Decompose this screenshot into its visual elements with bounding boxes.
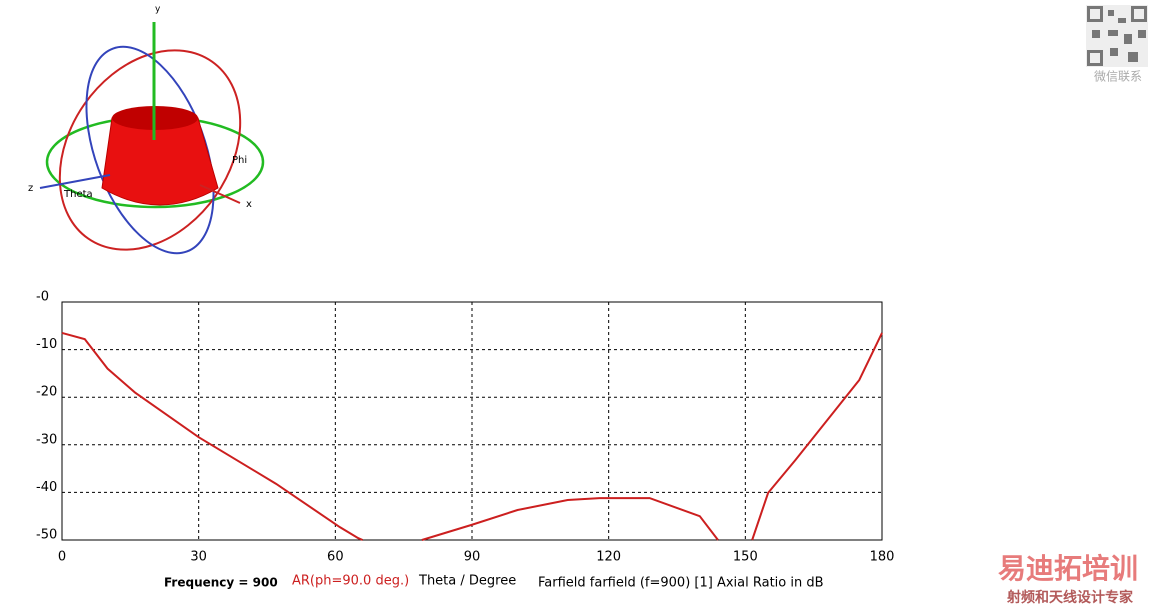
y-tick-label: -30: [36, 432, 57, 447]
qr-caption: 微信联系: [1094, 70, 1142, 84]
axis: [199, 184, 241, 204]
data-line: [61, 331, 883, 541]
x-tick-label: 60: [327, 550, 344, 565]
watermark-slogan: 射频和天线设计专家: [1006, 589, 1134, 606]
x-tick-label: 90: [464, 550, 481, 565]
chart-title: Farfield farfield (f=900) [1] Axial Rati…: [538, 576, 824, 591]
x-tick-label: 0: [58, 550, 66, 565]
qr-code: [1086, 5, 1148, 67]
farfield-3d: y z x Theta Phi: [28, 5, 265, 255]
axis-label: y: [155, 5, 161, 15]
axis-label: Theta: [63, 189, 93, 200]
y-tick-label: -50: [36, 528, 57, 543]
y-tick-label: -0: [36, 290, 49, 305]
axis-label: z: [28, 183, 33, 194]
x-axis-label: Theta / Degree: [418, 574, 516, 589]
y-tick-label: -40: [36, 480, 57, 495]
axis: [39, 174, 111, 189]
plot-frame: [61, 301, 883, 541]
legend-entry: AR(ph=90.0 deg.): [292, 574, 409, 589]
ring: [58, 49, 242, 251]
y-tick-label: -10: [36, 337, 57, 352]
axis-label: Phi: [232, 155, 247, 166]
x-tick-label: 150: [733, 550, 758, 565]
x-tick-label: 120: [596, 550, 621, 565]
y-tick-label: -20: [36, 385, 57, 400]
x-tick-label: 30: [190, 550, 207, 565]
x-tick-label: 180: [870, 550, 895, 565]
axis-label: x: [246, 199, 252, 210]
watermark-brand: 易迪拓培训: [998, 552, 1138, 585]
annotation: Frequency = 900: [164, 576, 278, 590]
